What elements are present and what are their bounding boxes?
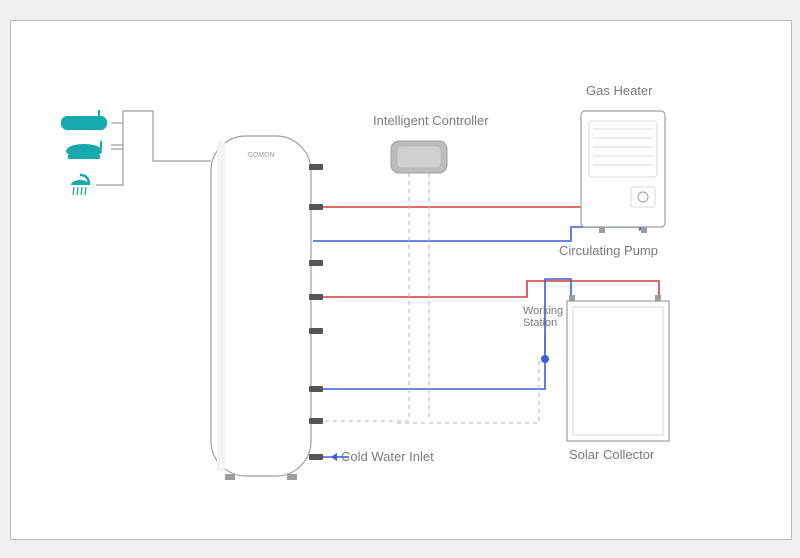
fixtures-group bbox=[61, 110, 108, 195]
label-gas-heater: Gas Heater bbox=[586, 83, 652, 98]
svg-text:GOMON: GOMON bbox=[247, 152, 274, 159]
gas-heater bbox=[581, 111, 665, 233]
label-solar-collector: Solar Collector bbox=[569, 447, 654, 462]
label-circulating-pump: Circulating Pump bbox=[559, 243, 658, 258]
label-working-station-1: WorkingStation bbox=[523, 305, 563, 329]
intelligent-controller bbox=[391, 141, 447, 173]
water-tank: GOMON bbox=[211, 136, 323, 480]
label-cold-water-inlet: Cold Water Inlet bbox=[341, 449, 434, 464]
label-intelligent-controller: Intelligent Controller bbox=[373, 113, 489, 128]
diagram-canvas: GOMON Gas Heater Intelligent Controller … bbox=[10, 20, 792, 540]
solar-collector bbox=[567, 295, 669, 441]
